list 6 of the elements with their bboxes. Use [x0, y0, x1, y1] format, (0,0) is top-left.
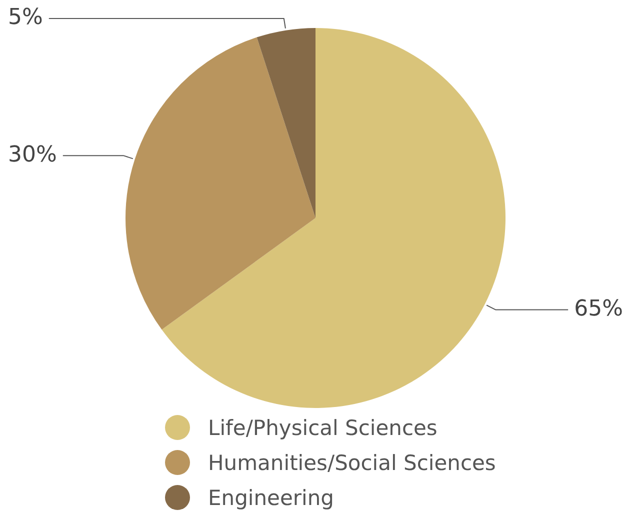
legend-label: Life/Physical Sciences	[208, 416, 438, 440]
legend-label: Humanities/Social Sciences	[208, 450, 496, 474]
legend-label: Engineering	[208, 486, 334, 510]
data-label: 30%	[8, 142, 57, 168]
data-label: 5%	[8, 5, 43, 30]
data-label: 65%	[574, 296, 624, 322]
